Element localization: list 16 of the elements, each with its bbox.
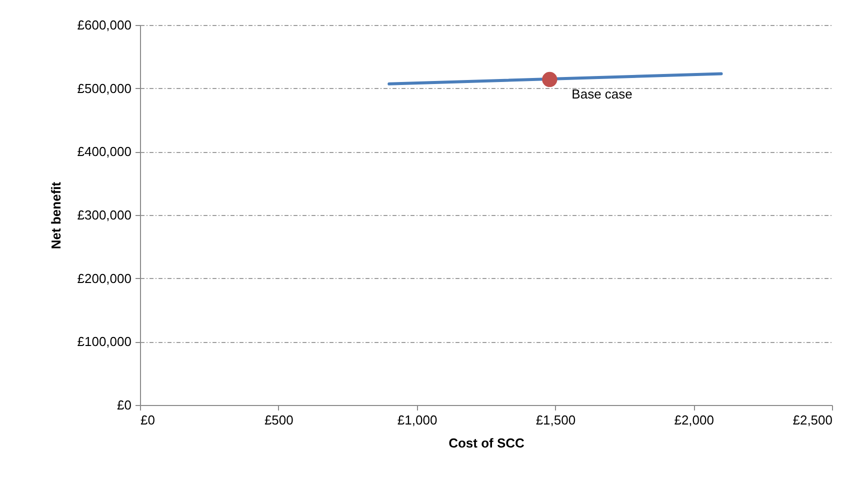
annotation: Base case (572, 86, 632, 102)
y-tick-label: £0 (117, 398, 132, 412)
y-tick-label: £400,000 (77, 144, 132, 160)
x-axis-title: Cost of SCC (448, 436, 526, 450)
x-tick-label: £1,000 (397, 412, 438, 428)
y-tick-label: £600,000 (77, 18, 132, 32)
x-tick-label: £0 (140, 412, 155, 428)
y-tick-label: £200,000 (77, 270, 132, 286)
x-tick-label: £2,000 (674, 412, 714, 428)
x-tick-label: £500 (264, 412, 294, 428)
x-tick-label: £2,500 (792, 412, 832, 428)
y-tick-label: £300,000 (77, 208, 132, 222)
y-tick-label: £100,000 (77, 334, 132, 350)
y-axis-title: Net benefit (48, 181, 64, 250)
y-tick-label: £500,000 (77, 80, 132, 96)
x-tick-label: £1,500 (536, 412, 576, 428)
